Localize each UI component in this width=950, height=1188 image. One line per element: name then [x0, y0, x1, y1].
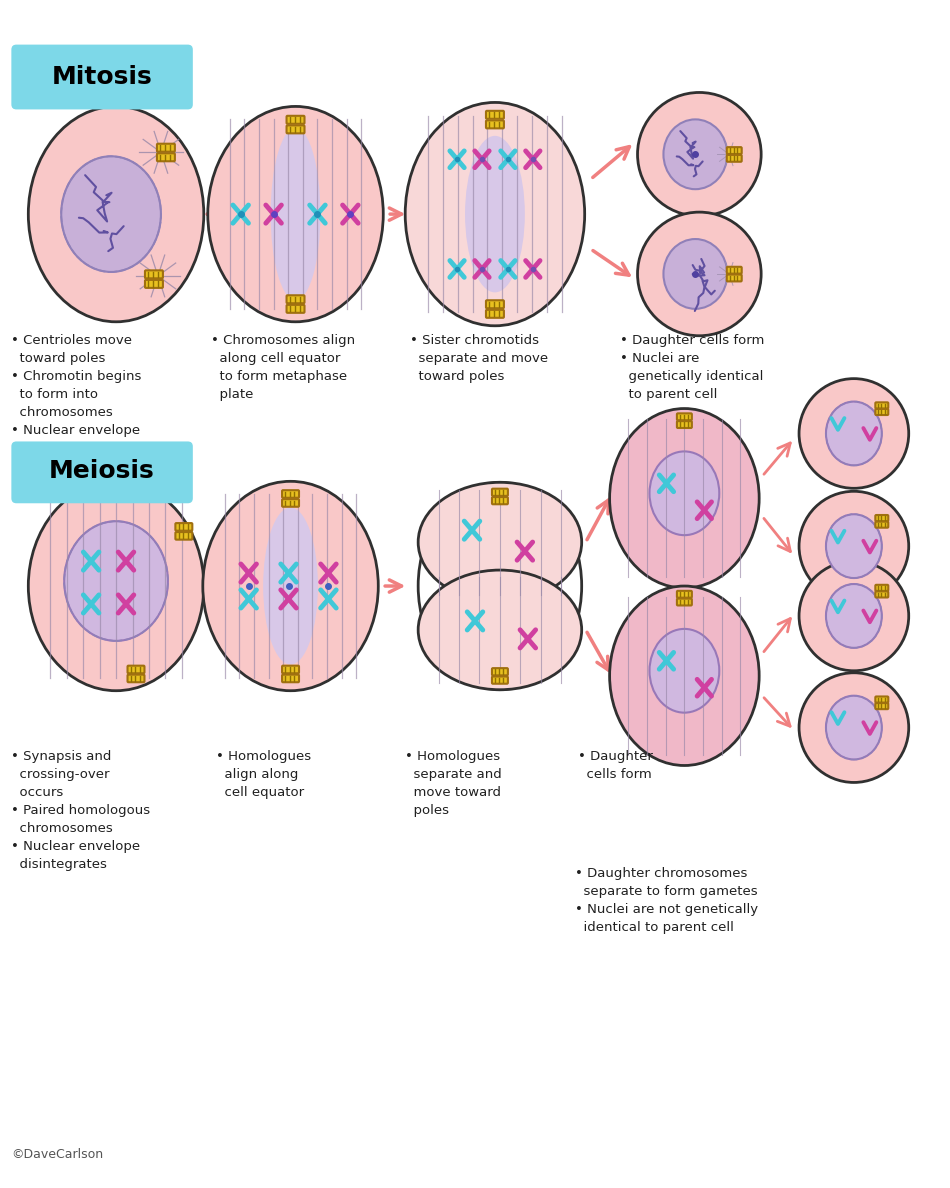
Ellipse shape	[202, 481, 378, 690]
FancyBboxPatch shape	[145, 280, 162, 287]
FancyBboxPatch shape	[282, 499, 299, 507]
FancyBboxPatch shape	[677, 413, 692, 421]
FancyBboxPatch shape	[282, 491, 299, 498]
FancyBboxPatch shape	[282, 675, 299, 682]
FancyBboxPatch shape	[875, 696, 888, 702]
FancyBboxPatch shape	[287, 126, 305, 133]
Text: Mitosis: Mitosis	[51, 64, 152, 89]
Ellipse shape	[826, 584, 882, 647]
FancyBboxPatch shape	[486, 110, 504, 119]
Circle shape	[799, 379, 909, 488]
FancyBboxPatch shape	[11, 442, 193, 504]
FancyBboxPatch shape	[677, 421, 692, 428]
Ellipse shape	[208, 107, 383, 322]
FancyBboxPatch shape	[486, 301, 504, 308]
Text: • Daughter chromosomes
  separate to form gametes
• Nuclei are not genetically
 : • Daughter chromosomes separate to form …	[575, 867, 758, 934]
FancyBboxPatch shape	[727, 267, 742, 273]
FancyBboxPatch shape	[727, 147, 742, 154]
Text: • Daughter
  cells form: • Daughter cells form	[578, 750, 653, 781]
Ellipse shape	[263, 507, 318, 664]
Text: • Centrioles move
  toward poles
• Chromotin begins
  to form into
  chromosomes: • Centrioles move toward poles • Chromot…	[11, 334, 142, 455]
Ellipse shape	[826, 402, 882, 466]
FancyBboxPatch shape	[875, 584, 888, 590]
FancyBboxPatch shape	[492, 676, 508, 684]
FancyBboxPatch shape	[127, 675, 144, 682]
Text: ©DaveCarlson: ©DaveCarlson	[11, 1149, 104, 1162]
FancyBboxPatch shape	[486, 120, 504, 128]
Ellipse shape	[826, 696, 882, 759]
Ellipse shape	[418, 570, 581, 690]
FancyBboxPatch shape	[127, 665, 144, 674]
FancyBboxPatch shape	[157, 144, 175, 152]
FancyBboxPatch shape	[486, 310, 504, 318]
FancyBboxPatch shape	[677, 590, 692, 598]
FancyBboxPatch shape	[157, 153, 175, 162]
Ellipse shape	[826, 514, 882, 579]
FancyBboxPatch shape	[875, 522, 888, 527]
FancyBboxPatch shape	[875, 592, 888, 598]
Circle shape	[637, 213, 761, 336]
Ellipse shape	[61, 157, 161, 272]
Ellipse shape	[663, 239, 728, 309]
FancyBboxPatch shape	[287, 296, 305, 303]
FancyBboxPatch shape	[287, 305, 305, 312]
Ellipse shape	[28, 481, 204, 690]
Circle shape	[637, 93, 761, 216]
Ellipse shape	[271, 128, 320, 301]
Ellipse shape	[610, 409, 759, 588]
FancyBboxPatch shape	[492, 488, 508, 495]
Ellipse shape	[406, 102, 584, 326]
Circle shape	[799, 672, 909, 783]
Ellipse shape	[28, 107, 204, 322]
Ellipse shape	[466, 135, 524, 292]
Text: • Synapsis and
  crossing-over
  occurs
• Paired homologous
  chromosomes
• Nucl: • Synapsis and crossing-over occurs • Pa…	[11, 750, 150, 871]
FancyBboxPatch shape	[145, 271, 162, 278]
Ellipse shape	[650, 451, 719, 535]
Ellipse shape	[418, 482, 581, 602]
FancyBboxPatch shape	[287, 115, 305, 124]
FancyBboxPatch shape	[282, 665, 299, 674]
FancyBboxPatch shape	[875, 703, 888, 709]
Ellipse shape	[650, 628, 719, 713]
FancyBboxPatch shape	[11, 45, 193, 109]
Circle shape	[799, 561, 909, 671]
Circle shape	[799, 492, 909, 601]
Text: • Homologues
  separate and
  move toward
  poles: • Homologues separate and move toward po…	[406, 750, 502, 816]
Text: • Daughter cells form
• Nuclei are
  genetically identical
  to parent cell: • Daughter cells form • Nuclei are genet…	[619, 334, 764, 400]
FancyBboxPatch shape	[875, 409, 888, 415]
Ellipse shape	[663, 119, 728, 189]
FancyBboxPatch shape	[727, 274, 742, 282]
Text: Meiosis: Meiosis	[49, 460, 155, 484]
Ellipse shape	[610, 586, 759, 765]
Ellipse shape	[65, 522, 168, 640]
Text: • Sister chromotids
  separate and move
  toward poles: • Sister chromotids separate and move to…	[410, 334, 548, 383]
Text: • Homologues
  align along
  cell equator: • Homologues align along cell equator	[216, 750, 311, 798]
FancyBboxPatch shape	[875, 516, 888, 522]
FancyBboxPatch shape	[176, 523, 192, 531]
FancyBboxPatch shape	[492, 497, 508, 504]
FancyBboxPatch shape	[677, 599, 692, 606]
FancyBboxPatch shape	[176, 532, 192, 539]
FancyBboxPatch shape	[727, 154, 742, 162]
FancyBboxPatch shape	[492, 668, 508, 675]
Text: • Chromosomes align
  along cell equator
  to form metaphase
  plate: • Chromosomes align along cell equator t…	[211, 334, 355, 400]
FancyBboxPatch shape	[875, 403, 888, 409]
